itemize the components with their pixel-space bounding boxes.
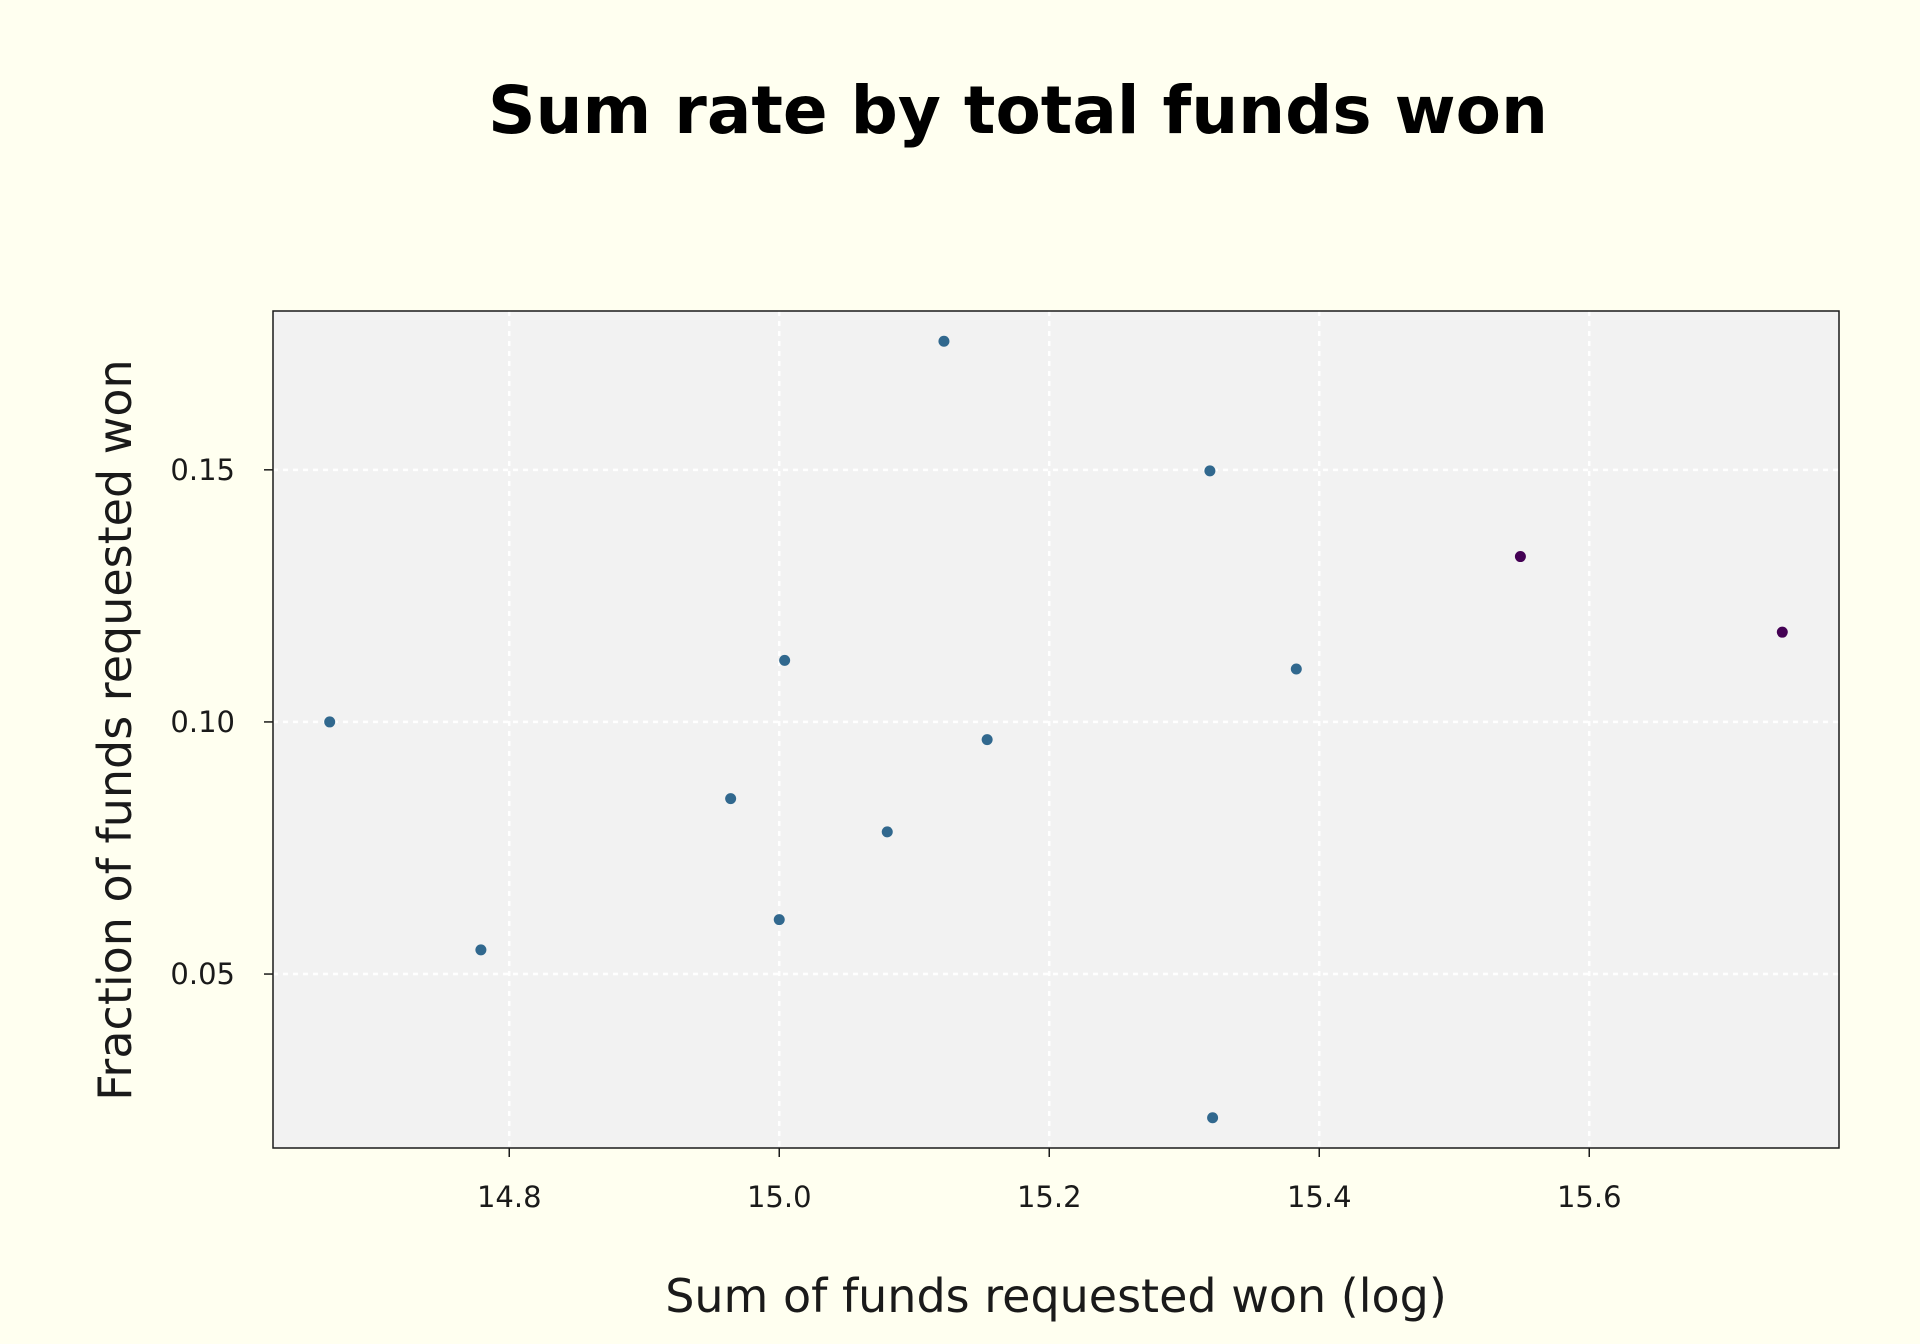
plot-frame — [272, 310, 1840, 1149]
scatter-point — [938, 335, 950, 347]
y-tick-label: 0.05 — [170, 957, 235, 991]
scatter-point — [773, 914, 785, 926]
scatter-point — [981, 734, 993, 746]
scatter-point — [1290, 663, 1302, 675]
scatter-point — [881, 826, 893, 838]
scatter-point — [779, 654, 791, 666]
x-tick-label: 14.8 — [477, 1180, 542, 1214]
plot-area — [273, 311, 1839, 1148]
y-tick-label: 0.15 — [170, 453, 235, 487]
y-tick-label: 0.10 — [170, 705, 235, 739]
axis-ticks: 14.8 15.0 15.2 15.4 15.6 0.05 0.10 0.15 — [170, 453, 1621, 1214]
scatter-point — [475, 944, 487, 956]
x-axis-label: Sum of funds requested won (log) — [665, 1269, 1447, 1323]
scatter-point — [1204, 465, 1216, 477]
x-tick-label: 15.2 — [1017, 1180, 1082, 1214]
data-points — [324, 335, 1788, 1124]
x-tick-label: 15.4 — [1287, 1180, 1352, 1214]
y-axis-label: Fraction of funds requested won — [88, 359, 142, 1100]
scatter-point — [1207, 1112, 1219, 1124]
scatter-point — [324, 716, 336, 728]
chart-title: Sum rate by total funds won — [488, 72, 1548, 149]
x-tick-label: 15.6 — [1557, 1180, 1622, 1214]
grid-lines — [273, 311, 1839, 1148]
scatter-point — [1514, 551, 1526, 563]
scatter-point — [725, 793, 737, 805]
scatter-point — [1776, 626, 1788, 638]
x-tick-label: 15.0 — [747, 1180, 812, 1214]
